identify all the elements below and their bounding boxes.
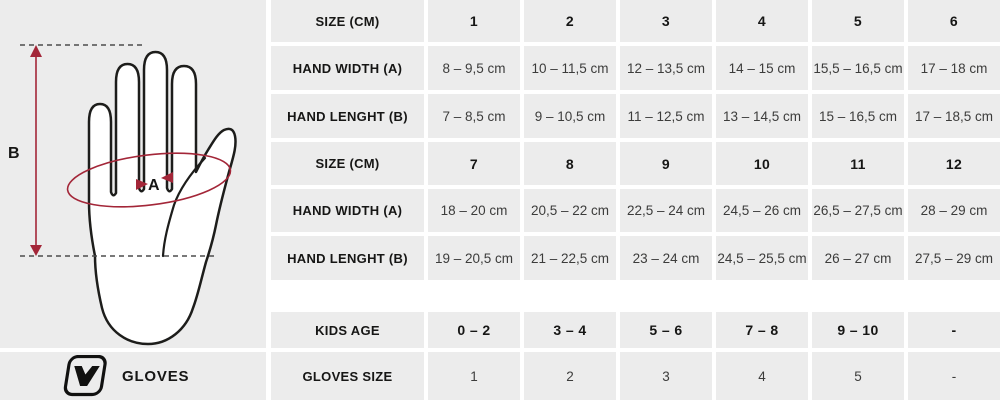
width-arrowhead-left xyxy=(161,172,173,183)
value-cell: 0 – 2 xyxy=(428,312,520,348)
value-cell: 6 xyxy=(908,0,1000,42)
left-column: B A GLOVES xyxy=(0,0,266,400)
value-cell: 5 – 6 xyxy=(620,312,712,348)
value-cell: 7 xyxy=(428,142,520,185)
table-row-size-adult-2: SIZE (CM) 7 8 9 10 11 12 xyxy=(271,142,1000,185)
label-a: A xyxy=(148,177,160,194)
row-label-cell: HAND WIDTH (A) xyxy=(271,189,424,232)
row-label-cell: SIZE (CM) xyxy=(271,0,424,42)
table-row-hand-width-1: HAND WIDTH (A) 8 – 9,5 cm 10 – 11,5 cm 1… xyxy=(271,46,1000,90)
value-cell: 8 xyxy=(524,142,616,185)
value-cell: 21 – 22,5 cm xyxy=(524,236,616,280)
row-label-cell: HAND LENGHT (B) xyxy=(271,94,424,138)
value-cell: 9 – 10,5 cm xyxy=(524,94,616,138)
width-arrowhead-right xyxy=(136,179,148,190)
row-label-cell: KIDS AGE xyxy=(271,312,424,348)
hand-outline xyxy=(87,50,237,346)
value-cell: 24,5 – 26 cm xyxy=(716,189,808,232)
table-row-hand-length-1: HAND LENGHT (B) 7 – 8,5 cm 9 – 10,5 cm 1… xyxy=(271,94,1000,138)
value-cell: 11 – 12,5 cm xyxy=(620,94,712,138)
value-cell: 5 xyxy=(812,352,904,400)
value-cell: 11 xyxy=(812,142,904,185)
value-cell: 15 – 16,5 cm xyxy=(812,94,904,138)
value-cell: 10 xyxy=(716,142,808,185)
value-cell: 28 – 29 cm xyxy=(908,189,1000,232)
hand-measurement-diagram: B A xyxy=(0,0,266,348)
table-row-size-adult-1: SIZE (CM) 1 2 3 4 5 6 xyxy=(271,0,1000,42)
value-cell: 17 – 18,5 cm xyxy=(908,94,1000,138)
value-cell: 26 – 27 cm xyxy=(812,236,904,280)
value-cell: 8 – 9,5 cm xyxy=(428,46,520,90)
row-label-cell: SIZE (CM) xyxy=(271,142,424,185)
length-arrowhead-up xyxy=(30,45,42,57)
brand-v-icon xyxy=(63,355,107,397)
value-cell: 7 – 8 xyxy=(716,312,808,348)
row-label-cell: HAND LENGHT (B) xyxy=(271,236,424,280)
value-cell: 13 – 14,5 cm xyxy=(716,94,808,138)
value-cell: 20,5 – 22 cm xyxy=(524,189,616,232)
value-cell: 5 xyxy=(812,0,904,42)
value-cell: 4 xyxy=(716,352,808,400)
label-b: B xyxy=(8,145,20,162)
table-row-hand-length-2: HAND LENGHT (B) 19 – 20,5 cm 21 – 22,5 c… xyxy=(271,236,1000,280)
value-cell: 23 – 24 cm xyxy=(620,236,712,280)
value-cell: 2 xyxy=(524,352,616,400)
value-cell: 27,5 – 29 cm xyxy=(908,236,1000,280)
value-cell: 4 xyxy=(716,0,808,42)
value-cell: 12 – 13,5 cm xyxy=(620,46,712,90)
value-cell: - xyxy=(908,312,1000,348)
value-cell: 3 – 4 xyxy=(524,312,616,348)
value-cell: 18 – 20 cm xyxy=(428,189,520,232)
row-label-cell: HAND WIDTH (A) xyxy=(271,46,424,90)
size-table: SIZE (CM) 1 2 3 4 5 6 HAND WIDTH (A) 8 –… xyxy=(271,0,1000,400)
value-cell: 17 – 18 cm xyxy=(908,46,1000,90)
value-cell: 12 xyxy=(908,142,1000,185)
row-label-cell: GLOVES SIZE xyxy=(271,352,424,400)
value-cell: 9 xyxy=(620,142,712,185)
length-arrowhead-down xyxy=(30,245,42,256)
value-cell: 26,5 – 27,5 cm xyxy=(812,189,904,232)
value-cell: 1 xyxy=(428,0,520,42)
width-measure-ellipse xyxy=(66,152,232,208)
brand-name: GLOVES xyxy=(122,367,190,385)
value-cell: 9 – 10 xyxy=(812,312,904,348)
brand-logo-cell: GLOVES xyxy=(0,352,266,400)
value-cell: 15,5 – 16,5 cm xyxy=(812,46,904,90)
value-cell: 14 – 15 cm xyxy=(716,46,808,90)
table-row-hand-width-2: HAND WIDTH (A) 18 – 20 cm 20,5 – 22 cm 2… xyxy=(271,189,1000,232)
value-cell: - xyxy=(908,352,1000,400)
value-cell: 3 xyxy=(620,352,712,400)
value-cell: 10 – 11,5 cm xyxy=(524,46,616,90)
table-row-kids-age: KIDS AGE 0 – 2 3 – 4 5 – 6 7 – 8 9 – 10 … xyxy=(271,312,1000,348)
table-row-gloves-size: GLOVES SIZE 1 2 3 4 5 - xyxy=(271,352,1000,400)
value-cell: 19 – 20,5 cm xyxy=(428,236,520,280)
value-cell: 7 – 8,5 cm xyxy=(428,94,520,138)
thumb-inner-line xyxy=(161,156,207,258)
value-cell: 24,5 – 25,5 cm xyxy=(716,236,808,280)
hand-diagram-graphic: B A xyxy=(8,44,237,346)
value-cell: 22,5 – 24 cm xyxy=(620,189,712,232)
value-cell: 2 xyxy=(524,0,616,42)
value-cell: 1 xyxy=(428,352,520,400)
value-cell: 3 xyxy=(620,0,712,42)
